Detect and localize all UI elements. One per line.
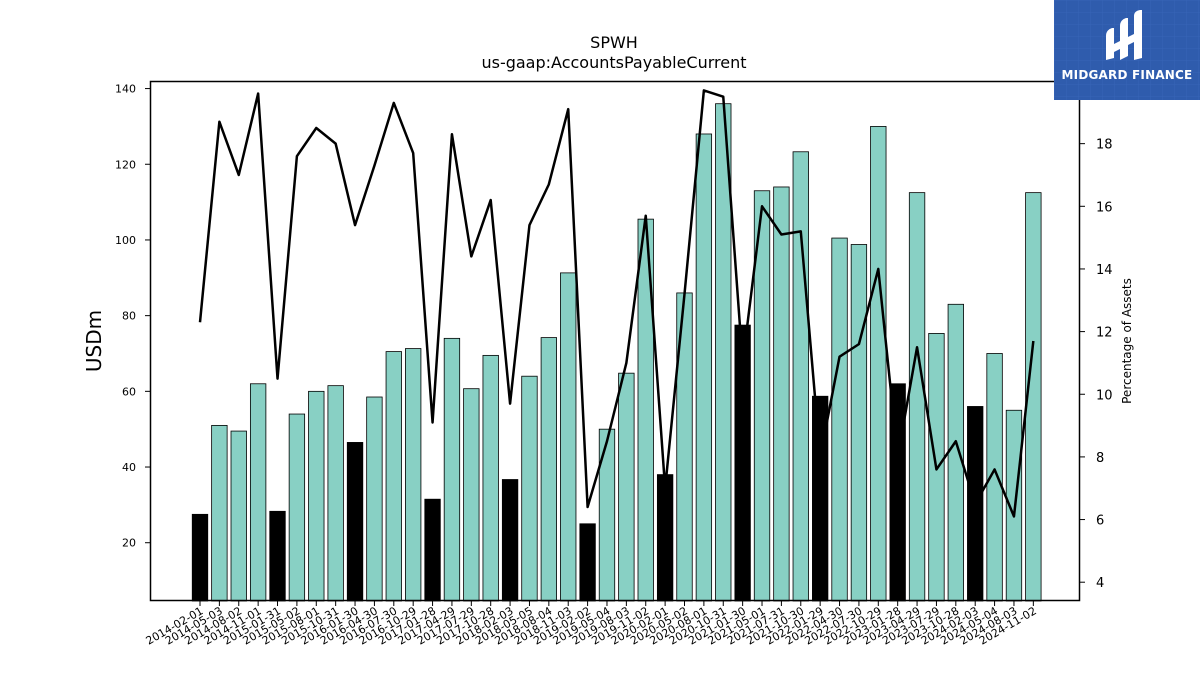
bar-2018-11-03: [560, 272, 577, 602]
y2-tick-label: 8: [1096, 451, 1104, 466]
bar-2014-02-01: [191, 513, 209, 602]
bar-2017-07-29: [463, 388, 480, 602]
bar-2023-04-29: [908, 192, 926, 602]
bar-2020-02-01: [656, 474, 674, 602]
bar-2014-05-03: [211, 424, 228, 602]
bar-2022-07-30: [850, 244, 868, 602]
bar-2014-08-02: [230, 430, 247, 602]
logo: MIDGARD FINANCE: [1054, 0, 1200, 100]
bar-2017-01-28: [424, 498, 441, 602]
bar-2021-10-30: [792, 151, 809, 602]
bar-2019-08-03: [618, 372, 635, 602]
x-axis: 2014-02-012014-05-032014-08-022014-11-01…: [144, 601, 1039, 648]
plot-frame: [149, 80, 1081, 602]
y-tick-label: 140: [115, 83, 136, 96]
bar-2016-04-30: [366, 396, 383, 602]
bar-2018-08-04: [540, 337, 557, 602]
y-axis-right: 4 6 8 10 12 14 16 18: [1080, 138, 1113, 591]
y-axis-left: 20 40 60 80 100 120 140: [115, 83, 150, 550]
bar-2019-02-02: [579, 523, 596, 602]
logo-mark: [1054, 0, 1200, 100]
line-series: [198, 89, 1035, 518]
bar-2015-01-31: [269, 510, 286, 602]
y2-tick-label: 16: [1096, 200, 1113, 215]
y2-tick-label: 6: [1096, 514, 1104, 529]
percentage-of-assets-line: [198, 89, 1035, 518]
bar-2016-01-30: [346, 442, 364, 602]
bar-2022-04-30: [831, 237, 848, 602]
bar-2021-01-30: [734, 324, 751, 602]
logo-text: MIDGARD FINANCE: [1061, 68, 1193, 82]
y2-tick-label: 14: [1096, 263, 1113, 278]
bar-2015-10-31: [327, 385, 344, 602]
y-tick-label: 80: [122, 310, 136, 323]
bar-2023-10-28: [947, 303, 964, 602]
bar-2014-11-01: [249, 383, 267, 602]
bar-2021-07-31: [773, 186, 790, 602]
bar-2018-02-03: [501, 479, 519, 602]
bar-2018-05-05: [521, 375, 538, 602]
y-axis-label: USDm: [82, 310, 106, 372]
bar-2015-05-02: [288, 413, 306, 602]
bar-2020-08-01: [695, 133, 713, 602]
y2-tick-label: 18: [1096, 138, 1113, 153]
y2-tick-label: 12: [1096, 326, 1113, 341]
bar-2017-04-29: [443, 337, 461, 602]
y-tick-label: 60: [122, 385, 136, 398]
y-tick-label: 100: [115, 234, 136, 247]
bar-2015-08-01: [308, 390, 325, 602]
chart-title: SPWH: [590, 33, 638, 52]
bar-2017-10-28: [482, 354, 499, 602]
bar-2016-10-29: [405, 348, 422, 602]
y-tick-label: 20: [122, 537, 136, 550]
chart-subtitle: us-gaap:AccountsPayableCurrent: [481, 53, 746, 72]
bar-2022-10-29: [870, 126, 887, 602]
y2-axis-label: Percentage of Assets: [1120, 278, 1134, 404]
y-tick-label: 120: [115, 158, 136, 171]
y2-tick-label: 4: [1096, 576, 1104, 591]
y2-tick-label: 10: [1096, 388, 1113, 403]
bar-2016-07-30: [385, 351, 402, 602]
y-tick-label: 40: [122, 461, 136, 474]
bar-series: [191, 103, 1042, 602]
bar-2019-05-04: [598, 428, 616, 602]
